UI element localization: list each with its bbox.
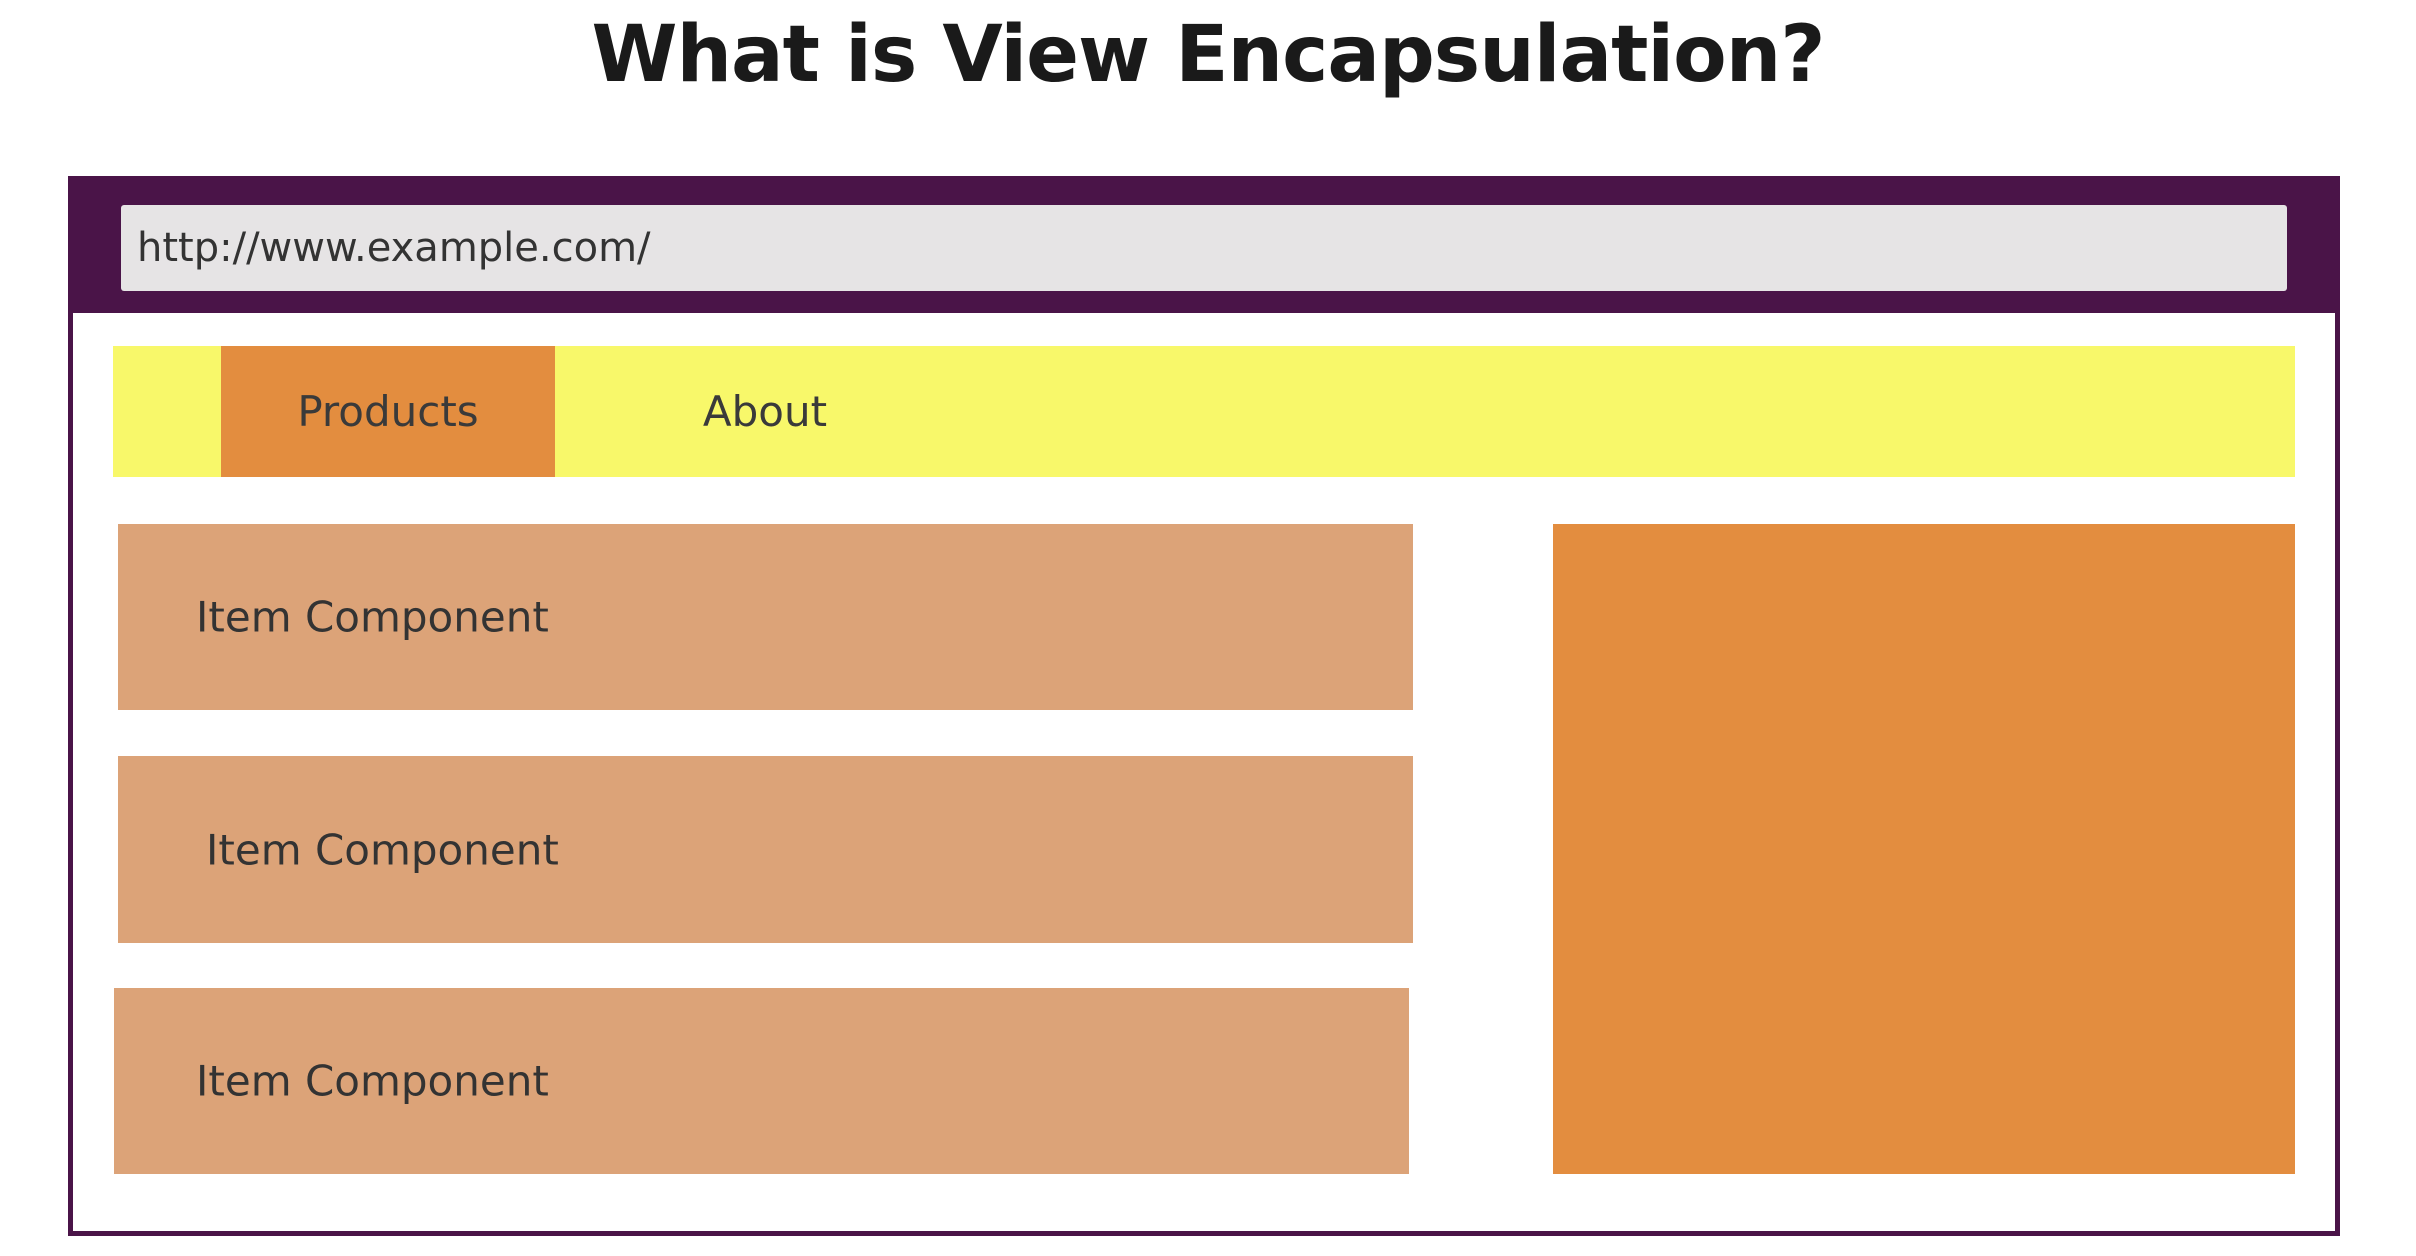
page-title: What is View Encapsulation? — [591, 10, 1825, 100]
item-component: Item Component — [118, 756, 1413, 943]
navbar: Products About — [113, 346, 2295, 477]
item-component-label: Item Component — [206, 825, 559, 874]
browser-toolbar: http://www.example.com/ — [73, 181, 2335, 313]
item-component-label: Item Component — [196, 1056, 549, 1106]
nav-item-about[interactable]: About — [702, 387, 828, 436]
nav-item-products[interactable]: Products — [221, 346, 555, 477]
item-component: Item Component — [118, 524, 1413, 710]
sidebar-component — [1553, 524, 2295, 1174]
item-component: Item Component — [114, 988, 1409, 1174]
item-component-label: Item Component — [196, 592, 549, 642]
browser-window: http://www.example.com/ Products About I… — [68, 176, 2340, 1236]
url-field[interactable]: http://www.example.com/ — [121, 205, 2287, 291]
